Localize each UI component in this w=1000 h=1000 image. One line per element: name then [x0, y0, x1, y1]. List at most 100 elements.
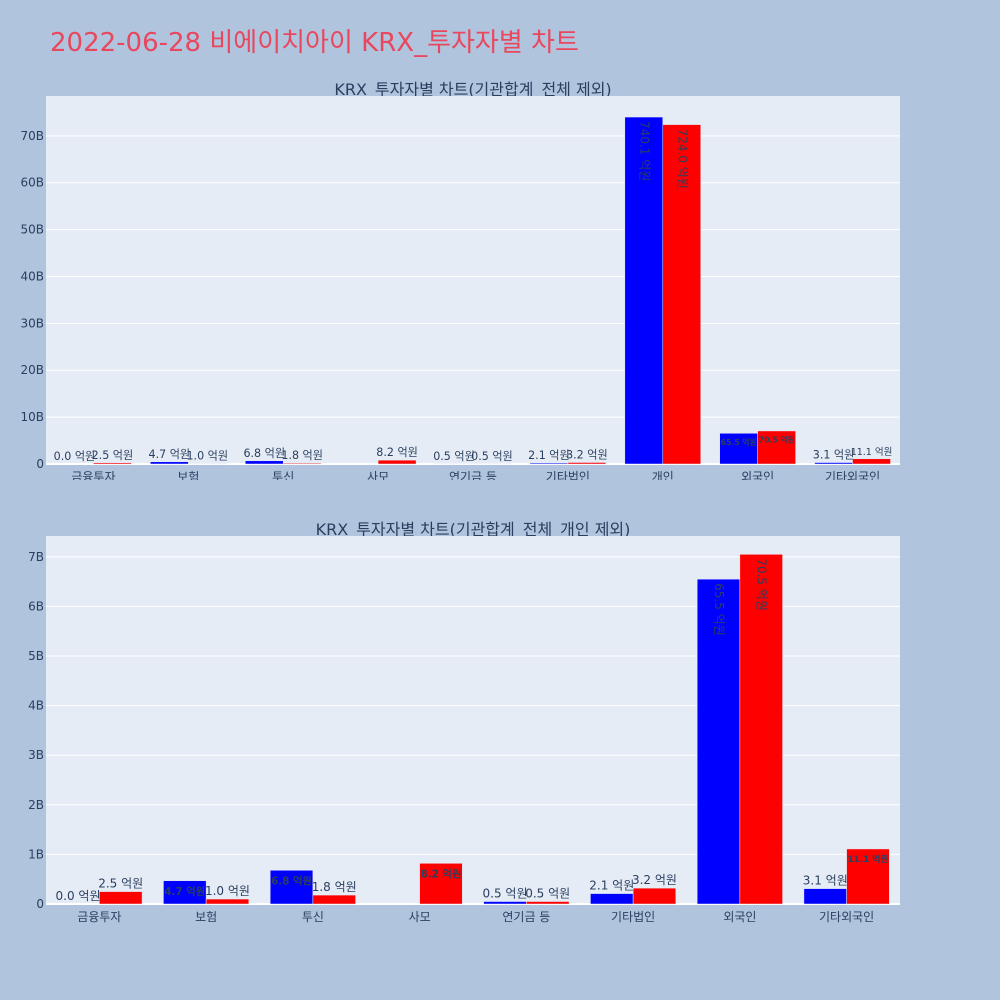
- top-bar: [852, 458, 891, 465]
- bottom-bar: [632, 887, 677, 905]
- bottom-data-label: 6.8 억원: [271, 875, 312, 888]
- bottom-x-tick-label: 보험: [195, 910, 217, 924]
- top-bar: [529, 462, 569, 465]
- top-x-tick-label: 금융투자: [71, 470, 115, 480]
- top-data-label: 3.2 억원: [566, 448, 608, 461]
- bottom-y-tick-label: 2B: [28, 798, 44, 812]
- bottom-chart: KRX_투자자별 차트(기관합계_전체_개인 제외) 0.0 억원2.5 억원 4…: [28, 520, 900, 924]
- top-y-tick-label: 70B: [20, 129, 44, 143]
- bottom-bar: [99, 891, 143, 905]
- top-bars: [93, 116, 891, 465]
- bottom-bar: [312, 894, 356, 905]
- top-bar: [377, 459, 417, 465]
- top-bar: [567, 462, 607, 465]
- bottom-data-label: 2.5 억원: [98, 877, 143, 891]
- top-y-tick-label: 50B: [20, 223, 44, 237]
- bottom-data-label: 2.1 억원: [589, 879, 634, 893]
- bottom-bar: [590, 893, 634, 905]
- bottom-y-tick-label: 3B: [28, 748, 44, 762]
- top-data-label: 6.8 억원: [243, 447, 285, 460]
- top-x-tick-label: 연기금 등: [449, 470, 497, 480]
- bottom-data-label: 0.0 억원: [56, 889, 101, 903]
- top-y-tick-label: 40B: [20, 269, 44, 283]
- top-y-tick-label: 0: [36, 457, 44, 471]
- top-chart-title: KRX_투자자별 차트(기관합계_전체 제외): [334, 80, 611, 100]
- top-data-label: 8.2 억원: [376, 446, 418, 459]
- page-title: 2022-06-28 비에이치아이 KRX_투자자별 차트: [50, 28, 579, 58]
- top-x-tick-label: 개인: [652, 470, 674, 480]
- bottom-axes: 0 1B 2B 3B 4B 5B 6B 7B 금융투자 보험 투신 사모 연기금 등 기타법인 외국인 기타외…: [28, 550, 874, 924]
- top-bar: [93, 462, 132, 465]
- bottom-bar: [205, 898, 250, 905]
- top-data-label: 11.1 억원: [851, 446, 893, 458]
- top-data-label: 724.0 억원: [675, 129, 689, 189]
- bottom-data-label: 0.5 억원: [525, 887, 570, 901]
- bottom-bar: [803, 888, 847, 905]
- bottom-bar: [846, 848, 890, 905]
- bottom-bar: [163, 880, 207, 905]
- top-data-label: 70.5 억원: [759, 435, 795, 445]
- bottom-data-label: 4.7 억원: [164, 885, 205, 898]
- bottom-y-tick-label: 7B: [28, 550, 44, 564]
- bottom-bar: [739, 554, 783, 905]
- top-data-label: 0.5 억원: [433, 450, 475, 463]
- top-bar: [814, 462, 853, 465]
- bottom-data-label: 8.2 억원: [421, 868, 462, 881]
- top-data-labels: 0.0 억원2.5 억원 4.7 억원1.0 억원 6.8 억원1.8 억원 8.2 …: [54, 121, 893, 463]
- top-data-label: 2.5 억원: [92, 449, 134, 462]
- top-bar: [624, 116, 664, 465]
- top-data-label: 4.7 억원: [149, 448, 191, 461]
- top-axes: 0 10B 20B 30B 40B 50B 60B 70B 금융투자 보험 투신 사모 연기금 등 기타법…: [20, 129, 880, 480]
- top-bar: [282, 462, 322, 465]
- bottom-y-tick-label: 1B: [28, 847, 44, 861]
- bottom-data-label: 11.1 억원: [847, 853, 888, 865]
- top-x-tick-label: 기타외국인: [825, 470, 880, 480]
- bottom-x-tick-label: 기타법인: [611, 910, 655, 924]
- top-y-tick-label: 10B: [20, 410, 44, 424]
- top-bar: [719, 433, 758, 465]
- top-x-tick-label: 투신: [272, 470, 294, 480]
- bottom-x-tick-label: 기타외국인: [819, 910, 874, 924]
- top-x-tick-label: 외국인: [741, 470, 774, 480]
- top-data-label: 3.1 억원: [813, 449, 855, 462]
- top-x-tick-label: 사모: [367, 470, 389, 480]
- bottom-data-label: 3.1 억원: [803, 874, 848, 888]
- bottom-data-label: 1.0 억원: [205, 884, 250, 898]
- top-data-label: 1.0 억원: [187, 450, 229, 463]
- bottom-x-tick-label: 금융투자: [77, 910, 121, 924]
- top-bar: [662, 124, 701, 465]
- top-data-label: 740.1 억원: [637, 121, 651, 181]
- bottom-bar: [526, 901, 570, 905]
- top-data-label: 0.0 억원: [54, 450, 96, 463]
- bottom-y-tick-label: 5B: [28, 649, 44, 663]
- bottom-x-tick-label: 외국인: [723, 910, 756, 924]
- top-bar: [757, 430, 796, 465]
- bottom-x-tick-label: 사모: [409, 910, 431, 924]
- bottom-data-label: 3.2 억원: [632, 873, 677, 887]
- bottom-y-tick-label: 0: [36, 897, 44, 911]
- bottom-bars: [99, 554, 890, 905]
- top-plot-area: [46, 96, 900, 464]
- bottom-bar: [269, 870, 314, 905]
- bottom-bar: [419, 863, 463, 905]
- top-data-label: 2.1 억원: [528, 449, 570, 462]
- bottom-data-label: 1.8 억원: [312, 880, 357, 894]
- top-data-label: 0.5 억원: [471, 450, 513, 463]
- bottom-data-label: 65.5 억원: [712, 583, 726, 636]
- top-chart: KRX_투자자별 차트(기관합계_전체 제외) 0.0 억원2.5 억원 4.7 …: [20, 80, 900, 480]
- top-x-tick-label: 기타법인: [546, 470, 590, 480]
- bottom-y-tick-label: 4B: [28, 699, 44, 713]
- bottom-bar: [696, 578, 741, 905]
- top-y-tick-label: 60B: [20, 176, 44, 190]
- top-bar: [245, 460, 284, 465]
- bottom-chart-title: KRX_투자자별 차트(기관합계_전체_개인 제외): [316, 520, 631, 540]
- bottom-x-tick-label: 연기금 등: [502, 910, 550, 924]
- top-bar: [150, 461, 189, 465]
- bottom-data-label: 70.5 억원: [755, 558, 769, 611]
- bottom-data-labels: 0.0 억원2.5 억원 4.7 억원 1.0 억원 6.8 억원 1.8 억원 8.2 …: [56, 558, 889, 903]
- bottom-bar: [483, 901, 527, 905]
- top-y-tick-label: 30B: [20, 316, 44, 330]
- top-data-label: 1.8 억원: [281, 449, 323, 462]
- top-data-label: 65.5 억원: [721, 437, 757, 447]
- bottom-y-tick-label: 6B: [28, 599, 44, 613]
